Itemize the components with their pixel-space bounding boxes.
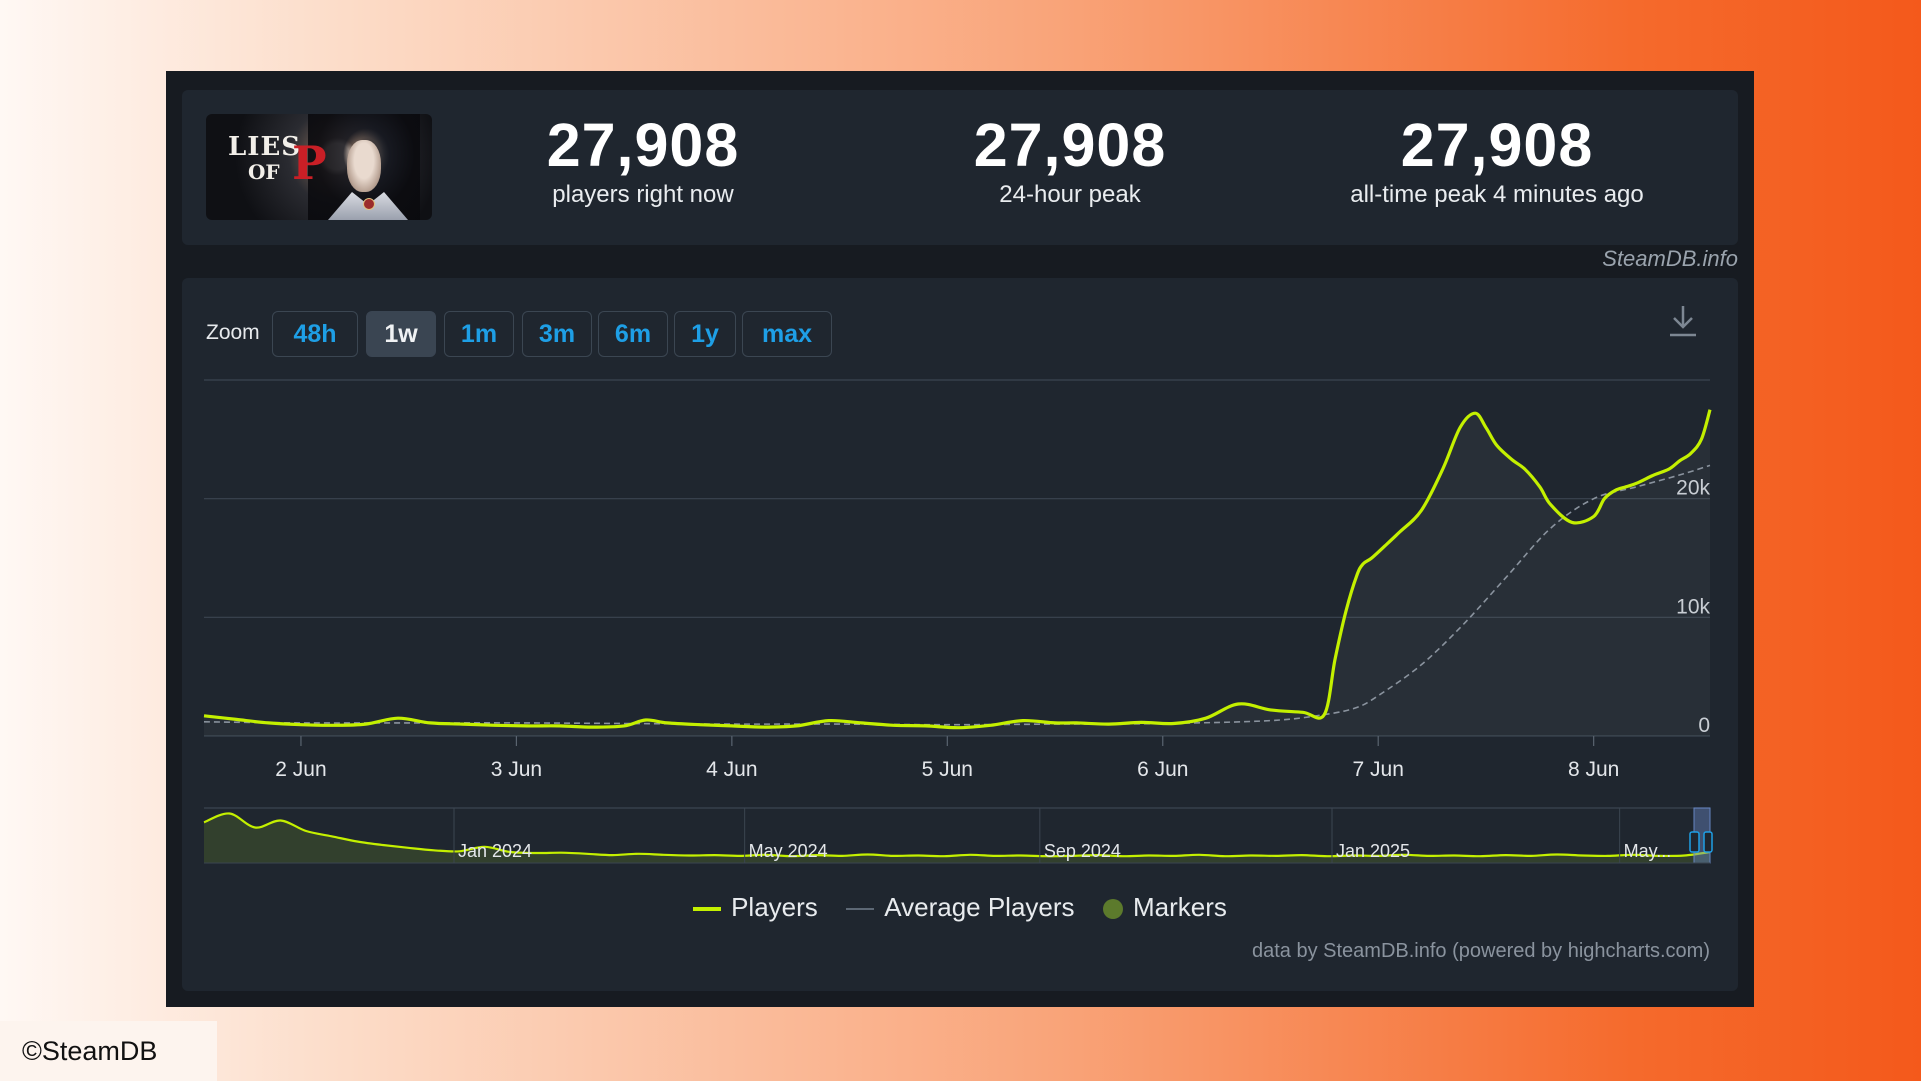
x-axis-labels: 2 Jun 3 Jun 4 Jun 5 Jun 6 Jun 7 Jun 8 Jun (275, 736, 1619, 781)
stat-label: 24-hour peak (999, 181, 1141, 209)
stat-value: 27,908 (973, 111, 1167, 179)
x-tick-label: 7 Jun (1353, 758, 1404, 781)
zoom-1y-button[interactable]: 1y (674, 311, 736, 357)
navigator-tick-label: Jan 2025 (1336, 841, 1410, 861)
legend-markers[interactable]: Markers (1103, 892, 1227, 923)
zoom-1m-button[interactable]: 1m (444, 311, 514, 357)
stat-label: all-time peak 4 minutes ago (1350, 181, 1644, 209)
navigator-tick-label: Sep 2024 (1044, 841, 1121, 861)
legend-players-label: Players (731, 892, 818, 922)
players-area (204, 409, 1710, 736)
navigator-area (204, 813, 1710, 863)
zoom-label: Zoom (206, 321, 260, 344)
steamdb-widget: LIES OF P 27,908 players right now 27,90… (166, 71, 1754, 1007)
y-tick-label: 0 (1698, 714, 1710, 737)
stat-all-time-peak: 27,908 all-time peak 4 minutes ago (1317, 111, 1677, 209)
copyright-label: ©SteamDB (0, 1021, 217, 1081)
game-cover-image[interactable]: LIES OF P (206, 114, 432, 220)
navigator-tick-label: May... (1624, 841, 1672, 861)
legend-average-players[interactable]: Average Players (846, 892, 1075, 923)
average-swatch (846, 908, 875, 911)
stat-value: 27,908 (1400, 111, 1594, 179)
legend-markers-label: Markers (1133, 892, 1227, 922)
stats-panel: LIES OF P 27,908 players right now 27,90… (182, 90, 1738, 245)
x-tick-label: 3 Jun (491, 758, 542, 781)
chart-grid (204, 379, 1710, 737)
navigator-tick-label: May 2024 (749, 841, 828, 861)
source-label[interactable]: SteamDB.info (1602, 246, 1738, 271)
zoom-1w-button[interactable]: 1w (366, 311, 436, 357)
y-tick-label: 20k (1676, 477, 1710, 500)
legend-average-label: Average Players (884, 892, 1075, 922)
chart-panel: Zoom 48h 1w 1m 3m 6m 1y max 0 10k 20k 2 Ju… (182, 278, 1738, 991)
y-axis-labels: 0 10k 20k (1676, 477, 1710, 737)
download-icon[interactable] (1668, 304, 1698, 338)
chart-credit[interactable]: data by SteamDB.info (powered by highcha… (1252, 940, 1710, 962)
stat-value: 27,908 (546, 111, 740, 179)
game-logo: LIES OF P (228, 132, 327, 186)
game-logo-letter: P (292, 136, 327, 190)
game-logo-line1: LIES (228, 132, 302, 162)
navigator-tick-label: Jan 2024 (458, 841, 532, 861)
legend-players[interactable]: Players (693, 892, 818, 923)
stat-24h-peak: 27,908 24-hour peak (890, 111, 1250, 209)
stat-players-now: 27,908 players right now (463, 111, 823, 209)
x-tick-label: 5 Jun (922, 758, 973, 781)
stat-label: players right now (552, 181, 734, 209)
x-tick-label: 4 Jun (706, 758, 757, 781)
cover-art-face (347, 140, 381, 192)
x-tick-label: 2 Jun (275, 758, 326, 781)
x-tick-label: 6 Jun (1137, 758, 1188, 781)
navigator-handle-left[interactable] (1689, 831, 1700, 853)
navigator-handle-right[interactable] (1703, 831, 1713, 853)
player-count-chart: 0 10k 20k 2 Jun 3 Jun 4 Jun 5 Jun 6 Jun 7 Jun 8 … (203, 379, 1713, 864)
zoom-3m-button[interactable]: 3m (522, 311, 592, 357)
markers-swatch (1103, 899, 1123, 920)
chart-legend: Players Average Players Markers (182, 892, 1738, 923)
players-line[interactable] (203, 409, 1712, 730)
average-players-line (203, 464, 1711, 726)
cover-art-brooch (363, 198, 375, 210)
players-swatch (693, 907, 722, 912)
game-logo-line2: OF (248, 160, 280, 184)
navigator[interactable]: Jan 2024 May 2024 Sep 2024 Jan 2025 May... (203, 807, 1713, 864)
zoom-max-button[interactable]: max (742, 311, 832, 357)
zoom-6m-button[interactable]: 6m (598, 311, 668, 357)
zoom-48h-button[interactable]: 48h (272, 311, 358, 357)
x-tick-label: 8 Jun (1568, 758, 1619, 781)
navigator-series (203, 812, 1711, 858)
y-tick-label: 10k (1676, 595, 1710, 618)
